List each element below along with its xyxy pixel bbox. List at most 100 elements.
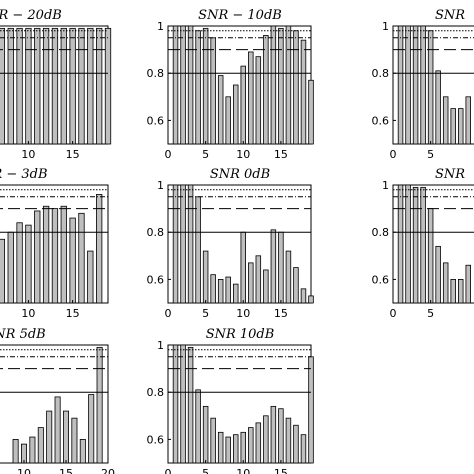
bar-4 [195,196,201,304]
bar-12 [255,422,262,464]
bar-6 [210,417,216,464]
bar-15 [69,217,76,304]
bar-19 [308,356,314,464]
bar-17 [293,30,299,145]
bar-10 [465,264,471,304]
bar-2 [405,25,411,145]
y-tick-label: 1 [157,339,164,352]
bar-11 [29,436,36,464]
panel-2: SNR − 10dB 0 5 10 15 1 0.8 0.6 [147,8,314,161]
x-tick-label: 5 [202,467,209,474]
bar-18 [96,27,103,145]
y-tick-label: 1 [382,20,389,33]
bar-16 [78,27,85,145]
bar-6 [210,37,216,145]
y-tick-label: 0.8 [147,67,165,80]
bar-13 [263,269,269,304]
bar-9 [232,283,239,304]
bar-9 [232,84,239,145]
bar-14 [270,229,277,304]
bar-11 [34,27,41,145]
bar-9 [16,222,23,304]
x-tick-label: 15 [274,148,288,161]
bar-15 [69,27,76,145]
bar-15 [278,27,284,145]
bar-14 [60,205,67,304]
x-tick-label: 20 [101,467,115,474]
panel-7: NR 5dB 10 15 20 [0,327,115,474]
bar-7 [442,262,449,304]
bar-10 [25,27,32,145]
bar-8 [450,278,456,304]
bar-1 [397,25,404,145]
bar-8 [7,27,14,145]
x-tick-label: 0 [165,148,172,161]
x-tick-label: 5 [427,148,434,161]
panel-title: SNR 0dB [210,167,270,182]
bar-17 [293,267,299,304]
bar-9 [16,27,23,145]
y-tick-label: 0.8 [372,67,390,80]
x-tick-label: 5 [202,148,209,161]
bar-18 [300,434,307,464]
x-tick-label: 10 [236,148,250,161]
bar-16 [285,417,292,464]
bar-6 [435,245,441,304]
panel-1: SNR − 20dB 10 15 [0,8,112,161]
x-tick-label: 10 [236,467,250,474]
bar-16 [71,417,78,464]
bar-7 [0,27,6,145]
y-tick-label: 0.8 [147,226,165,239]
bar-10 [240,231,246,304]
panel-3: SNR 0 5 1 0.8 0.6 [372,8,474,161]
bar-15 [63,410,70,464]
x-tick-label: 10 [21,148,35,161]
bar-9 [457,278,464,304]
bar-7 [0,238,6,304]
bar-19 [96,346,103,464]
y-tick-label: 1 [157,20,164,33]
panel-6: SNR 0 5 1 0.8 0.6 [372,167,474,320]
bar-3 [187,25,194,145]
bar-10 [240,65,246,145]
bar-5 [202,405,209,464]
bar-12 [42,27,50,145]
x-tick-label: 0 [390,307,397,320]
panel-title: SNR − 10dB [198,8,282,23]
bar-2 [180,184,186,304]
x-tick-label: 10 [21,307,35,320]
bar-12 [37,427,44,464]
bar-7 [217,431,224,464]
bar-19 [308,79,314,145]
y-tick-label: 1 [382,179,389,192]
bar-17 [79,438,86,464]
bar-10 [465,96,471,145]
bar-5 [202,250,209,304]
bar-6 [435,70,441,145]
bar-13 [263,35,269,145]
bar-16 [285,250,292,304]
bar-4 [195,30,201,145]
bar-1 [172,184,179,304]
bar-8 [225,276,231,304]
bar-1 [172,25,179,145]
bar-13 [263,415,269,464]
bar-3 [412,25,419,145]
bar-13 [51,27,59,145]
bar-10 [240,431,246,464]
bar-9 [232,434,239,464]
bar-8 [225,96,231,145]
bar-8 [225,436,231,464]
bar-13 [51,208,59,304]
y-tick-label: 0.6 [147,114,165,127]
bar-5 [202,27,209,145]
x-tick-label: 0 [390,148,397,161]
bar-7 [217,278,224,304]
bar-17 [87,250,94,304]
bar-2 [405,184,411,304]
bar-4 [195,389,201,464]
panel-title: SNR [435,167,465,182]
panel-title: R − 3dB [0,167,48,182]
bar-18 [300,288,307,304]
bar-12 [255,56,262,145]
